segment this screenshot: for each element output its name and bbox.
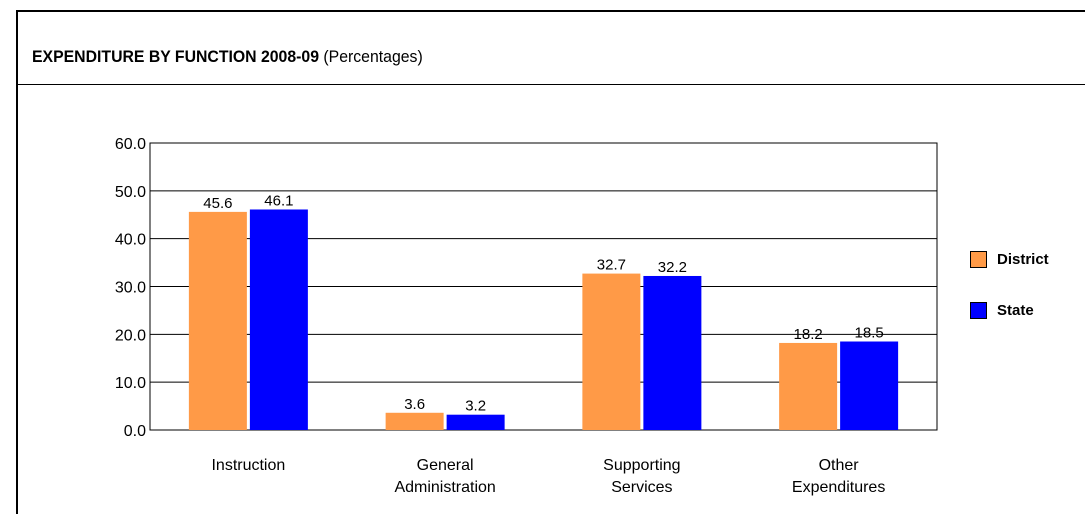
x-tick-label: Expenditures <box>792 479 885 496</box>
bar-district <box>779 342 838 430</box>
data-label: 45.6 <box>203 195 232 212</box>
x-tick-label: Supporting <box>603 457 680 474</box>
bar-state <box>446 414 505 430</box>
bar-district <box>582 273 641 430</box>
x-tick-label: Services <box>611 479 672 496</box>
title-divider <box>18 84 1085 85</box>
y-tick-label: 60.0 <box>115 136 146 153</box>
bar-state <box>840 341 899 430</box>
y-tick-label: 10.0 <box>115 375 146 392</box>
x-tick-label: General <box>417 457 474 474</box>
legend-label-state: State <box>997 302 1034 319</box>
x-tick-label: Administration <box>394 479 495 496</box>
y-tick-label: 30.0 <box>115 280 146 297</box>
bar-district <box>188 211 247 430</box>
chart-title-bold: EXPENDITURE BY FUNCTION 2008-09 <box>32 47 320 66</box>
bar-district <box>385 412 444 430</box>
legend-label-district: District <box>997 251 1049 268</box>
data-label: 18.5 <box>855 325 884 342</box>
y-tick-label: 0.0 <box>124 423 146 440</box>
y-tick-label: 40.0 <box>115 232 146 249</box>
data-label: 32.2 <box>658 259 687 276</box>
data-label: 3.2 <box>465 398 486 415</box>
y-tick-label: 50.0 <box>115 184 146 201</box>
data-label: 3.6 <box>404 396 425 413</box>
x-tick-label: Instruction <box>211 457 285 474</box>
legend-swatch-state <box>970 302 987 319</box>
data-label: 18.2 <box>794 326 823 343</box>
plot-area <box>149 142 938 431</box>
chart-title-unit: (Percentages) <box>323 47 423 66</box>
chart-frame <box>16 10 1085 514</box>
y-tick-label: 20.0 <box>115 327 146 344</box>
legend-swatch-district <box>970 251 987 268</box>
data-label: 32.7 <box>597 257 626 274</box>
bar-state <box>643 275 702 430</box>
data-label: 46.1 <box>264 192 293 209</box>
chart-title: EXPENDITURE BY FUNCTION 2008-09 (Percent… <box>32 47 423 67</box>
x-tick-label: Other <box>819 457 860 474</box>
bar-state <box>249 209 308 430</box>
